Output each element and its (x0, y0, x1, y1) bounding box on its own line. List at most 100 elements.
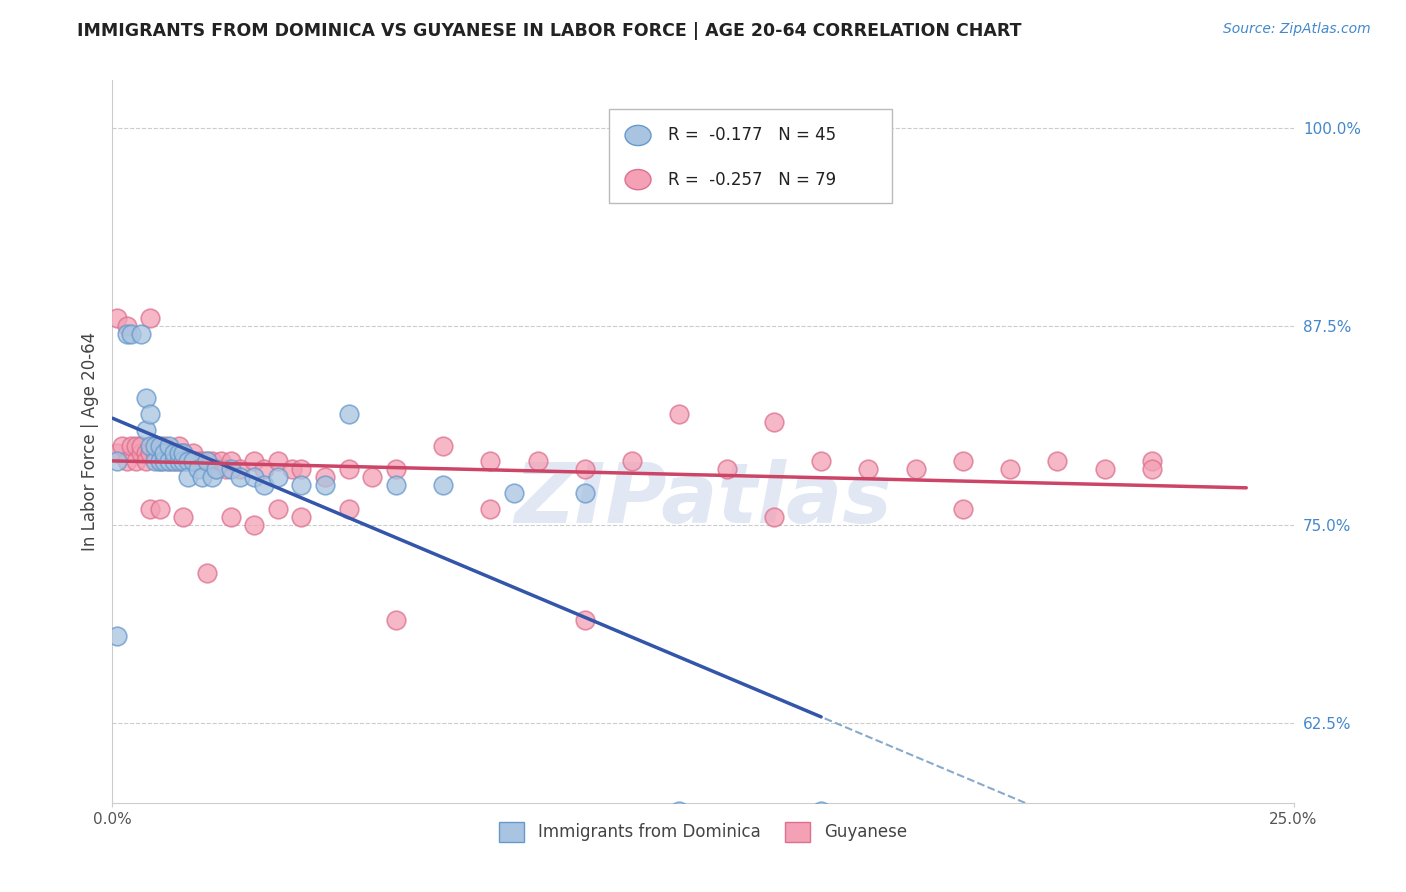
Point (479, 502, 502, 516)
Point (281, 462, 304, 476)
Point (952, 454, 974, 468)
Point (167, 454, 190, 468)
Point (267, 470, 290, 484)
Point (143, 454, 166, 468)
Point (115, 319, 138, 334)
Point (120, 438, 142, 452)
Point (385, 462, 408, 476)
Point (385, 478, 408, 492)
Point (135, 391, 157, 405)
Ellipse shape (626, 126, 651, 145)
Point (1140, 454, 1163, 468)
Point (163, 446, 186, 460)
Point (105, 454, 128, 468)
Point (1140, 462, 1163, 476)
Point (209, 454, 232, 468)
Point (1046, 454, 1069, 468)
Point (904, 462, 927, 476)
Point (503, 486, 526, 500)
Point (243, 517, 266, 532)
FancyBboxPatch shape (609, 109, 891, 203)
Point (432, 478, 454, 492)
Point (668, 804, 690, 818)
Point (229, 470, 252, 484)
Point (172, 510, 194, 524)
Point (149, 502, 172, 516)
Point (621, 454, 644, 468)
Point (143, 446, 166, 460)
Point (526, 454, 548, 468)
Point (177, 470, 200, 484)
Point (219, 462, 242, 476)
Point (385, 613, 408, 627)
Legend: Immigrants from Dominica, Guyanese: Immigrants from Dominica, Guyanese (492, 815, 914, 848)
Point (762, 510, 785, 524)
Point (111, 438, 134, 452)
Point (181, 454, 204, 468)
Point (163, 446, 186, 460)
Point (105, 311, 128, 326)
Point (163, 454, 186, 468)
Point (201, 454, 224, 468)
Point (177, 454, 200, 468)
Point (1094, 462, 1116, 476)
Point (129, 327, 152, 342)
Point (153, 446, 176, 460)
Point (205, 462, 228, 476)
Point (195, 454, 218, 468)
Point (157, 446, 180, 460)
Point (337, 462, 360, 476)
Point (139, 502, 162, 516)
Point (361, 470, 384, 484)
Point (219, 510, 242, 524)
Point (243, 454, 266, 468)
Point (762, 415, 785, 429)
Point (186, 462, 208, 476)
Point (219, 454, 242, 468)
Point (163, 454, 186, 468)
Text: R =  -0.257   N = 79: R = -0.257 N = 79 (668, 170, 835, 188)
Point (139, 438, 162, 452)
Point (125, 454, 148, 468)
Point (153, 446, 176, 460)
Point (195, 566, 218, 580)
Point (229, 462, 252, 476)
Point (267, 454, 290, 468)
Point (129, 438, 152, 452)
Point (115, 454, 138, 468)
Point (149, 454, 172, 468)
Point (201, 470, 224, 484)
Point (120, 327, 142, 342)
Point (186, 454, 208, 468)
Point (157, 438, 180, 452)
Point (952, 502, 974, 516)
Point (574, 486, 596, 500)
Text: R =  -0.177   N = 45: R = -0.177 N = 45 (668, 127, 835, 145)
Point (215, 462, 238, 476)
Point (135, 446, 157, 460)
Point (167, 446, 190, 460)
Point (143, 438, 166, 452)
Point (243, 470, 266, 484)
Point (290, 462, 312, 476)
Point (115, 327, 138, 342)
Point (479, 454, 502, 468)
Point (267, 502, 290, 516)
Point (574, 613, 596, 627)
Point (253, 478, 276, 492)
Point (139, 311, 162, 326)
Y-axis label: In Labor Force | Age 20-64: In Labor Force | Age 20-64 (80, 332, 98, 551)
Point (432, 438, 454, 452)
Point (172, 454, 194, 468)
Point (181, 446, 204, 460)
Point (314, 478, 336, 492)
Ellipse shape (626, 169, 651, 190)
Point (157, 454, 180, 468)
Point (177, 454, 200, 468)
Point (337, 407, 360, 421)
Point (195, 454, 218, 468)
Point (172, 446, 194, 460)
Point (149, 438, 172, 452)
Point (157, 454, 180, 468)
Point (253, 462, 276, 476)
